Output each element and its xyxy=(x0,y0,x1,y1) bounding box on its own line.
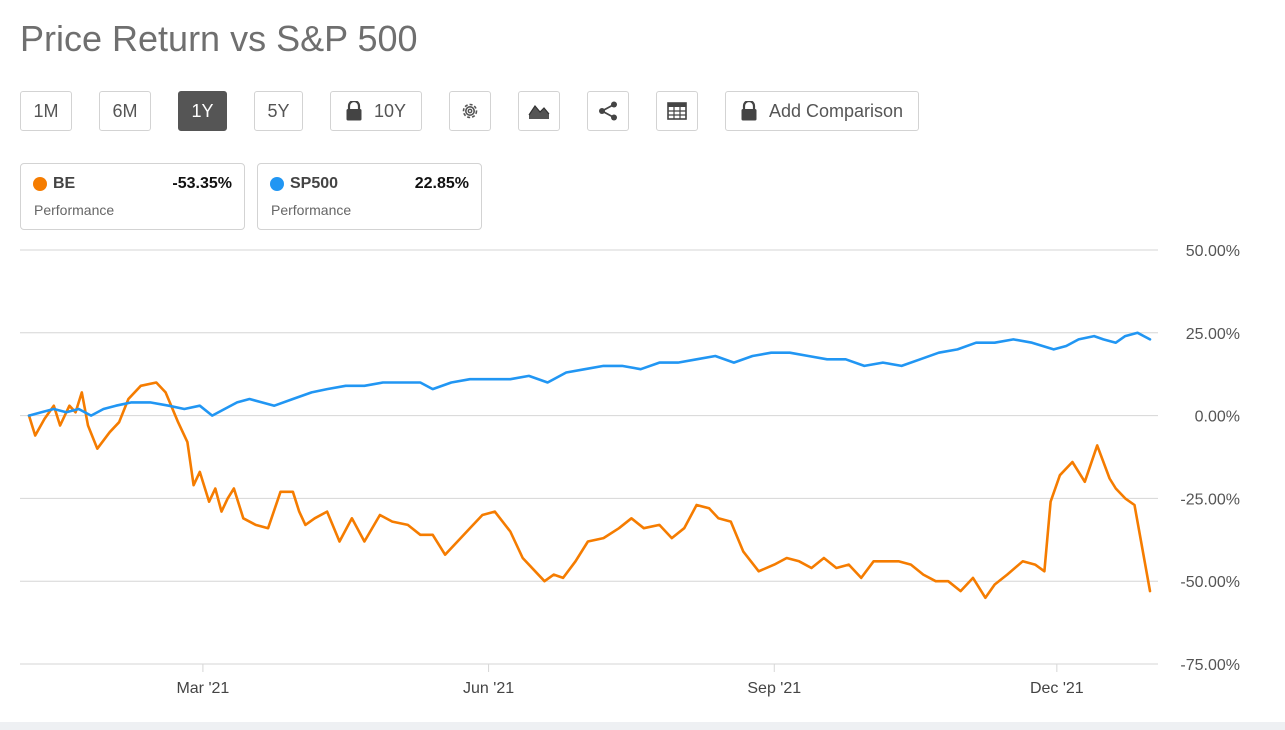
y-tick-label: 50.00% xyxy=(1186,243,1240,260)
series-performance-value: -53.35% xyxy=(172,175,232,192)
y-tick-label: 0.00% xyxy=(1195,409,1240,426)
x-tick-label: Sep '21 xyxy=(747,680,801,697)
page-title: Price Return vs S&P 500 xyxy=(20,18,418,59)
x-tick-label: Dec '21 xyxy=(1030,680,1084,697)
table-icon xyxy=(667,102,687,120)
series-symbol: BE xyxy=(53,175,76,192)
x-tick-label: Jun '21 xyxy=(463,680,514,697)
range-10y-label: 10Y xyxy=(373,100,407,121)
lock-icon xyxy=(741,101,757,121)
y-tick-label: -25.00% xyxy=(1180,491,1240,508)
mountain-chart-icon xyxy=(528,102,550,120)
range-1m-button[interactable]: 1M xyxy=(20,91,72,131)
bottom-bar xyxy=(0,722,1285,730)
settings-button[interactable] xyxy=(449,91,491,131)
series-performance-caption: Performance xyxy=(34,202,115,218)
range-1y-button[interactable]: 1Y xyxy=(178,91,227,131)
series-performance-caption: Performance xyxy=(271,202,352,218)
series-color-dot xyxy=(33,177,47,191)
chart-type-button[interactable] xyxy=(518,91,560,131)
legend-card-be: BE -53.35% Performance xyxy=(20,163,245,230)
add-comparison-label: Add Comparison xyxy=(768,100,904,121)
series-line-sp500 xyxy=(27,331,1152,417)
x-tick-label: Mar '21 xyxy=(176,680,229,697)
table-view-button[interactable] xyxy=(656,91,698,131)
series-symbol: SP500 xyxy=(290,175,339,192)
series-performance-value: 22.85% xyxy=(414,175,469,192)
add-comparison-button[interactable]: Add Comparison xyxy=(725,91,919,131)
range-10y-button[interactable]: 10Y xyxy=(330,91,422,131)
range-5y-button[interactable]: 5Y xyxy=(254,91,303,131)
range-6m-button[interactable]: 6M xyxy=(99,91,151,131)
y-tick-label: 25.00% xyxy=(1186,326,1240,343)
y-tick-label: -50.00% xyxy=(1180,574,1240,591)
share-button[interactable] xyxy=(587,91,629,131)
series-color-dot xyxy=(270,177,284,191)
legend-card-sp500: SP500 22.85% Performance xyxy=(257,163,482,230)
share-icon xyxy=(598,101,618,121)
gear-icon xyxy=(460,101,480,121)
lock-icon xyxy=(346,101,362,121)
series-line-be xyxy=(27,381,1152,600)
y-tick-label: -75.00% xyxy=(1180,657,1240,674)
